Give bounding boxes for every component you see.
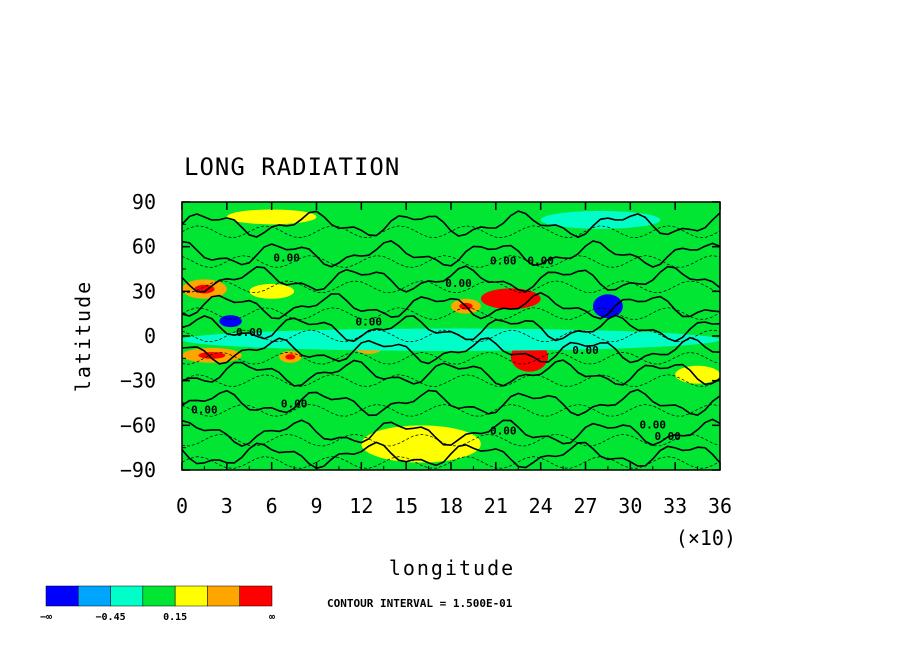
y-tick-label: −90 xyxy=(120,458,156,482)
contour-interval-label: CONTOUR INTERVAL = 1.500E-01 xyxy=(327,597,513,610)
field-region xyxy=(249,283,295,299)
x-tick-label: 24 xyxy=(529,494,553,518)
contour-label: 0.00 xyxy=(654,430,681,443)
y-axis-label: latitude xyxy=(71,280,95,392)
contour-line xyxy=(182,314,720,343)
x-tick-label: 33 xyxy=(663,494,687,518)
colorbar-label: ∞ xyxy=(269,612,275,623)
contour-label: 0.00 xyxy=(527,255,554,268)
contour-line-negative xyxy=(182,255,720,268)
contour-line-negative xyxy=(182,280,720,294)
y-tick-label: −60 xyxy=(120,413,156,437)
colorbar-swatch xyxy=(174,585,208,607)
colorbar-swatch xyxy=(78,585,111,607)
x-tick-label: 0 xyxy=(176,494,188,518)
field-region-core xyxy=(521,350,538,364)
contour-line xyxy=(182,291,720,320)
contour-labels: 0.00 0.00 0.000.000.000.000.000.00 0.000.00… xyxy=(191,252,681,444)
contour-line-negative xyxy=(182,433,720,447)
x-tick-label: 3 xyxy=(221,494,233,518)
x-tick-label: 36 xyxy=(708,494,732,518)
contour-line-negative xyxy=(182,404,720,417)
y-tick-label: −30 xyxy=(120,369,156,393)
contour-line-negative xyxy=(182,352,720,365)
colorbar-swatch xyxy=(45,585,79,607)
contour-label: 0.00 xyxy=(356,316,383,329)
contour-line-negative xyxy=(182,329,720,343)
heatmap-field xyxy=(182,202,720,470)
contour-label: 0.00 xyxy=(273,252,300,265)
contour-line xyxy=(182,441,720,470)
contour-line-negative xyxy=(182,374,720,387)
x-axis-label: longitude xyxy=(389,556,515,580)
contour-line xyxy=(182,265,720,293)
contour-line-negative xyxy=(182,307,720,320)
x-tick-labels: 0 3 6 9 12 15 18 21 24 27 30 33 36 xyxy=(176,494,732,518)
colorbar-label: −0.45 xyxy=(96,612,126,623)
x-multiplier-label: (×10) xyxy=(676,526,736,550)
field-region-core xyxy=(497,294,525,304)
axis-ticks xyxy=(181,201,721,471)
field-region-core xyxy=(225,318,236,324)
contour-line xyxy=(182,336,720,365)
contour-label: 0.00 xyxy=(191,403,218,416)
field-region xyxy=(226,209,317,225)
contour-line xyxy=(182,240,720,268)
x-tick-label: 18 xyxy=(439,494,463,518)
contour-label: 0.00 xyxy=(490,255,517,268)
field-region xyxy=(675,365,720,384)
contour-line-negative xyxy=(182,225,720,238)
colorbar-swatch xyxy=(207,585,240,607)
x-tick-label: 6 xyxy=(266,494,278,518)
x-tick-label: 9 xyxy=(310,494,322,518)
colorbar xyxy=(45,585,273,607)
x-tick-label: 21 xyxy=(484,494,508,518)
contour-label: 0.00 xyxy=(572,344,599,357)
colorbar-labels: −∞ −0.45 0.15 ∞ xyxy=(40,612,275,623)
y-tick-label: 60 xyxy=(132,235,156,259)
colorbar-swatch xyxy=(142,585,176,607)
colorbar-label: 0.15 xyxy=(163,612,187,623)
contour-label: 0.00 xyxy=(445,277,472,290)
contour-label: 0.00 xyxy=(236,326,263,339)
colorbar-swatch xyxy=(239,585,273,607)
colorbar-swatch xyxy=(110,585,144,607)
contour-line xyxy=(182,388,720,417)
colorbar-label: −∞ xyxy=(40,612,52,623)
contour-label: 0.00 xyxy=(490,424,517,437)
field-region-core xyxy=(198,352,226,359)
contour-label: 0.00 xyxy=(640,418,667,431)
x-tick-label: 12 xyxy=(349,494,373,518)
chart-title: LONG RADIATION xyxy=(184,153,400,181)
field-region-core xyxy=(601,300,615,312)
y-tick-label: 90 xyxy=(132,190,156,214)
field-region-core xyxy=(285,354,296,360)
y-tick-label: 0 xyxy=(144,324,156,348)
contour-lines xyxy=(182,210,720,470)
y-tick-labels: 90 60 30 0 −30 −60 −90 xyxy=(120,190,156,482)
x-tick-label: 15 xyxy=(394,494,418,518)
y-tick-label: 30 xyxy=(132,279,156,303)
x-tick-label: 27 xyxy=(573,494,597,518)
x-tick-label: 30 xyxy=(618,494,642,518)
contour-line xyxy=(182,359,720,387)
contour-line xyxy=(182,418,720,447)
contour-label: 0.00 xyxy=(281,397,308,410)
